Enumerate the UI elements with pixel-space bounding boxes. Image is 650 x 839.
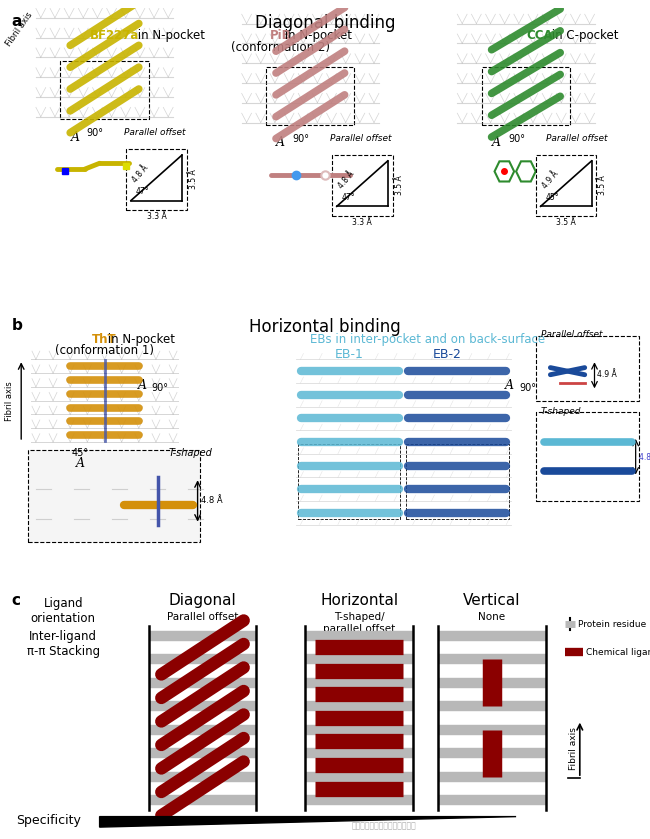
Text: 4.9 Å: 4.9 Å <box>597 370 618 379</box>
Text: 3.5 Å: 3.5 Å <box>395 175 404 195</box>
Text: a: a <box>12 14 21 29</box>
Text: 3.5 Å: 3.5 Å <box>599 175 607 195</box>
Text: in N-pocket: in N-pocket <box>134 29 205 42</box>
Text: EBs in inter-pocket and on back-surface: EBs in inter-pocket and on back-surface <box>310 333 545 347</box>
Text: 3.3 Å: 3.3 Å <box>146 212 166 221</box>
Text: (conformation 1): (conformation 1) <box>55 344 154 357</box>
Text: 45°: 45° <box>72 448 88 458</box>
Text: Parallel offset: Parallel offset <box>545 134 607 143</box>
Text: Parallel offset: Parallel offset <box>124 128 186 138</box>
Polygon shape <box>99 816 516 827</box>
Text: T-shaped: T-shaped <box>541 407 581 415</box>
Text: 90°: 90° <box>292 134 309 144</box>
Bar <box>406 445 509 519</box>
Bar <box>60 60 149 119</box>
Text: Diagonal binding: Diagonal binding <box>255 14 395 32</box>
Text: 90°: 90° <box>508 134 525 144</box>
Text: 4.8 Å: 4.8 Å <box>337 169 356 190</box>
Text: A: A <box>75 457 84 471</box>
Text: Ligand
orientation: Ligand orientation <box>31 597 96 625</box>
Text: Horizontal: Horizontal <box>320 592 398 607</box>
Text: Parallel offset: Parallel offset <box>541 330 602 339</box>
Text: 47°: 47° <box>136 187 150 195</box>
Text: in C-pocket: in C-pocket <box>549 29 619 42</box>
Text: 90°: 90° <box>519 383 536 393</box>
Text: 3.5 Å: 3.5 Å <box>556 218 576 227</box>
Text: A: A <box>138 379 147 393</box>
Text: A: A <box>71 131 79 143</box>
Text: Vertical: Vertical <box>463 592 521 607</box>
Text: EB-2: EB-2 <box>433 347 462 361</box>
Text: ThT: ThT <box>92 333 117 347</box>
Text: Fibril axis: Fibril axis <box>4 11 34 48</box>
Text: 中科院生物与化学交叉研究中心: 中科院生物与化学交叉研究中心 <box>352 821 416 831</box>
Text: Diagonal: Diagonal <box>168 592 237 607</box>
Bar <box>332 155 393 216</box>
Text: in N-pocket: in N-pocket <box>105 333 176 347</box>
Text: A: A <box>505 379 514 393</box>
Bar <box>126 149 187 210</box>
Text: Parallel offset: Parallel offset <box>330 134 391 143</box>
Text: A: A <box>276 137 285 149</box>
Text: Parallel offset: Parallel offset <box>167 612 238 623</box>
Bar <box>266 66 354 125</box>
Bar <box>482 66 570 125</box>
Text: PiB: PiB <box>270 29 292 42</box>
Text: Fibril axis: Fibril axis <box>5 381 14 420</box>
Text: Fibril axis: Fibril axis <box>569 727 578 770</box>
Text: 90°: 90° <box>87 128 104 138</box>
Text: (conformation 2): (conformation 2) <box>231 41 330 54</box>
Text: 4.8 Å: 4.8 Å <box>131 164 150 184</box>
Text: BF227a: BF227a <box>90 29 139 42</box>
Text: 4.8 Å: 4.8 Å <box>201 497 222 505</box>
Text: EB-1: EB-1 <box>335 347 364 361</box>
Text: Inter-ligand
π-π Stacking: Inter-ligand π-π Stacking <box>27 630 100 658</box>
Text: Horizontal binding: Horizontal binding <box>249 318 401 336</box>
Text: Protein residue: Protein residue <box>578 619 646 628</box>
Text: A: A <box>492 137 501 149</box>
Bar <box>536 155 597 216</box>
Text: 90°: 90° <box>151 383 168 393</box>
Text: in N-pocket: in N-pocket <box>281 29 352 42</box>
Text: Chemical ligand: Chemical ligand <box>586 648 650 657</box>
Text: 45°: 45° <box>545 193 559 201</box>
Text: CCA: CCA <box>526 29 552 42</box>
Text: 47°: 47° <box>342 193 356 201</box>
Bar <box>28 451 200 542</box>
Text: T-shaped: T-shaped <box>168 448 212 458</box>
Text: 3.5 Å: 3.5 Å <box>188 169 198 190</box>
Bar <box>536 336 638 401</box>
Text: b: b <box>12 318 22 333</box>
Text: Specificity: Specificity <box>16 815 81 827</box>
Text: 4.8 Å: 4.8 Å <box>638 453 650 461</box>
Text: 4.9 Å: 4.9 Å <box>541 169 560 190</box>
Text: T-shaped/
parallel offset: T-shaped/ parallel offset <box>323 612 395 634</box>
Bar <box>536 413 638 501</box>
Text: c: c <box>12 592 20 607</box>
Bar <box>298 445 400 519</box>
Text: 3.3 Å: 3.3 Å <box>352 218 372 227</box>
Text: None: None <box>478 612 505 623</box>
